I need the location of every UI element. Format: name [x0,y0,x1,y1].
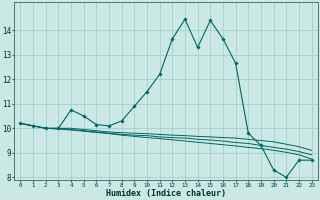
X-axis label: Humidex (Indice chaleur): Humidex (Indice chaleur) [106,189,226,198]
